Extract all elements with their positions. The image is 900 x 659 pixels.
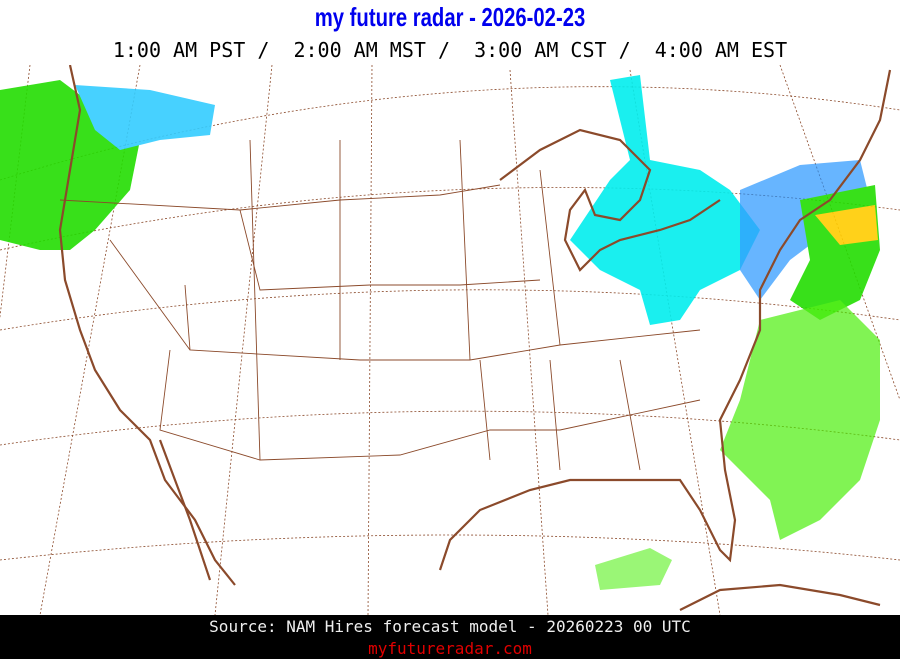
valid-times: 1:00 AM PST / 2:00 AM MST / 3:00 AM CST … xyxy=(112,38,788,62)
site-link[interactable]: myfutureradar.com xyxy=(368,639,532,658)
coastline xyxy=(58,65,892,611)
precip-greatlakes xyxy=(570,75,760,325)
precip-heavy xyxy=(815,205,878,245)
precipitation xyxy=(0,75,880,590)
source-credit: Source: NAM Hires forecast model - 20260… xyxy=(209,617,691,636)
precip-gulf xyxy=(595,548,672,590)
state-borders xyxy=(59,139,701,471)
page-title: my future radar - 2026-02-23 xyxy=(314,2,586,32)
radar-map xyxy=(0,65,900,615)
footer-bar: Source: NAM Hires forecast model - 20260… xyxy=(0,615,900,659)
precip-northeast-rain xyxy=(790,185,880,320)
precip-atlantic xyxy=(720,300,880,540)
precip-northwest-snow xyxy=(75,85,215,150)
